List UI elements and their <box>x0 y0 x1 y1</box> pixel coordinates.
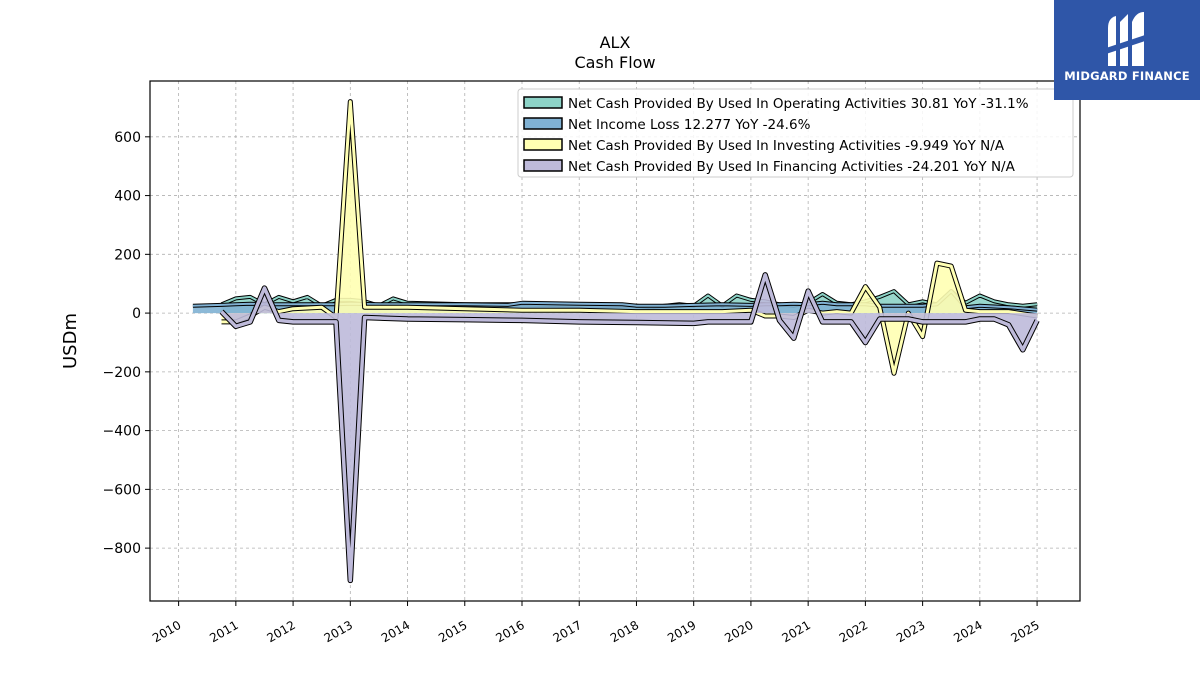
legend-swatch-3 <box>523 159 563 172</box>
y-tick-label: −200 <box>103 365 141 381</box>
logo-text: MIDGARD FINANCE <box>1064 69 1190 83</box>
midgard-logo-icon <box>1106 12 1148 66</box>
legend-entry-2: Net Cash Provided By Used In Investing A… <box>568 138 1005 154</box>
y-tick-label: −600 <box>103 482 141 498</box>
series-layer <box>192 99 1040 584</box>
y-tick-label: −800 <box>103 541 141 557</box>
chart-title: ALX <box>600 33 631 52</box>
midgard-finance-logo: MIDGARD FINANCE <box>1054 0 1200 100</box>
y-axis-label: USDm <box>60 313 81 369</box>
series-line-2 <box>221 100 1038 375</box>
y-tick-label: 400 <box>114 189 141 205</box>
y-tick-label: −400 <box>103 424 141 440</box>
series-line-1 <box>192 290 1038 311</box>
y-tick-label: 200 <box>114 247 141 263</box>
y-axis: 600 400 200 0 −200 −400 −600 −800 <box>103 130 150 557</box>
legend-box <box>517 88 1074 178</box>
legend: Net Cash Provided By Used In Operating A… <box>517 88 1074 178</box>
y-tick-label: 0 <box>132 306 141 322</box>
legend-entry-3: Net Cash Provided By Used In Financing A… <box>568 159 1016 175</box>
series-line-3 <box>220 273 1039 583</box>
chart-subtitle: Cash Flow <box>574 53 655 72</box>
legend-swatch-1 <box>523 117 563 130</box>
legend-swatch-2 <box>523 138 563 151</box>
legend-entry-1: Net Income Loss 12.277 YoY -24.6% <box>568 117 811 133</box>
legend-entry-0: Net Cash Provided By Used In Operating A… <box>568 96 1029 112</box>
plot-frame <box>149 80 1081 602</box>
y-tick-label: 600 <box>114 130 141 146</box>
legend-swatch-0 <box>523 96 563 109</box>
